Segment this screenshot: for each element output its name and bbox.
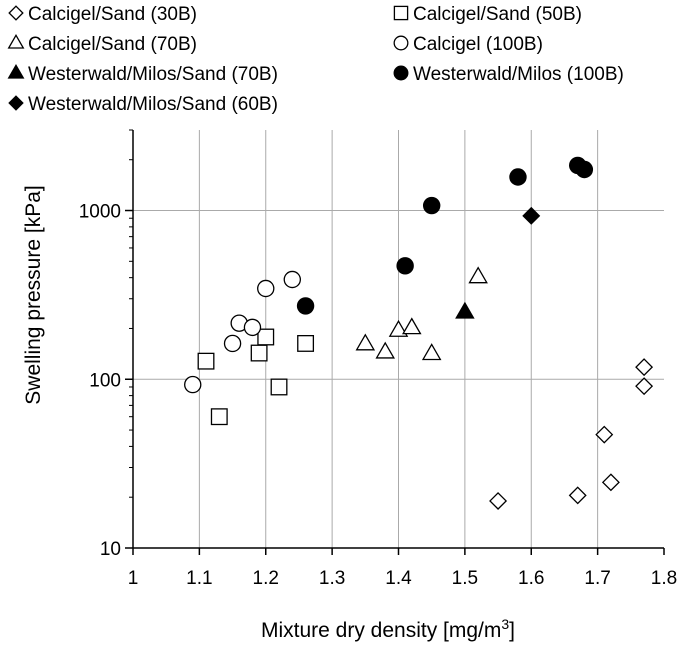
data-point (489, 491, 508, 510)
legend-label: Calcigel/Sand (30B) (28, 4, 197, 25)
data-point (455, 301, 475, 319)
legend-label: Westerwald/Milos (100B) (413, 64, 624, 85)
data-point (257, 328, 275, 346)
y-tick-label: 10 (100, 539, 121, 560)
data-point (601, 473, 620, 492)
legend-marker (393, 65, 409, 81)
legend-label: Calcigel/Sand (70B) (28, 34, 197, 55)
data-point (568, 486, 587, 505)
data-point (422, 196, 441, 215)
data-point (250, 344, 268, 362)
legend-label: Westerwald/Milos/Sand (60B) (28, 94, 278, 115)
x-tick-label: 1.2 (253, 568, 279, 589)
data-point (522, 206, 541, 225)
x-tick-label: 1.8 (651, 568, 677, 589)
legend-marker (7, 63, 25, 79)
data-point (283, 270, 302, 289)
data-point (243, 318, 262, 337)
data-point (509, 168, 527, 186)
x-tick-label: 1.3 (319, 568, 345, 589)
data-point (210, 408, 228, 426)
data-point (402, 317, 422, 335)
y-axis-ticks: 10 100 1000 (79, 129, 133, 560)
x-tick-label: 1.4 (385, 568, 412, 589)
x-tick-label: 1.6 (518, 568, 544, 589)
data-point (635, 377, 654, 396)
legend-marker (7, 33, 25, 49)
x-tick-label: 1.5 (452, 568, 478, 589)
legend-label: Calcigel (100B) (413, 34, 543, 55)
data-point (396, 257, 414, 275)
grid-lines (133, 130, 664, 548)
legend-marker (393, 5, 409, 21)
legend-marker (8, 95, 24, 111)
x-axis-title: Mixture dry density [mg/m3] (261, 616, 515, 642)
legend-marker (8, 5, 24, 21)
data-point (184, 375, 202, 394)
data-point (468, 266, 488, 284)
legend-marker (393, 35, 409, 51)
data-point (257, 279, 275, 298)
x-tick-label: 1.7 (584, 568, 610, 589)
data-point (421, 343, 442, 361)
y-axis-title: Swelling pressure [kPa] (22, 185, 45, 404)
data-point (197, 352, 215, 370)
x-axis-title-end: ] (509, 619, 515, 642)
data-point (635, 358, 654, 377)
legend-label: Calcigel/Sand (50B) (413, 4, 582, 25)
data-point (595, 425, 614, 444)
data-point (575, 160, 594, 179)
data-point (270, 378, 288, 396)
x-tick-label: 1 (128, 568, 139, 589)
x-tick-label: 1.1 (186, 568, 212, 589)
data-point (297, 335, 315, 352)
y-tick-label: 100 (89, 370, 121, 391)
legend: Calcigel/Sand (30B) Calcigel/Sand (50B) Ca… (7, 4, 624, 115)
data-point (355, 333, 376, 351)
x-axis-title-main: Mixture dry density [mg/m (261, 619, 501, 642)
legend-label: Westerwald/Milos/Sand (70B) (28, 64, 278, 85)
data-point (296, 297, 315, 315)
x-axis-ticks: 1 1.1 1.2 1.3 1.4 1.5 1.6 1.7 1.8 (128, 548, 677, 589)
data-points (184, 156, 654, 510)
data-point (375, 341, 395, 359)
y-tick-label: 1000 (79, 202, 121, 223)
data-point (388, 319, 409, 337)
data-point (223, 334, 242, 353)
x-axis-title-superscript: 3 (501, 616, 509, 632)
